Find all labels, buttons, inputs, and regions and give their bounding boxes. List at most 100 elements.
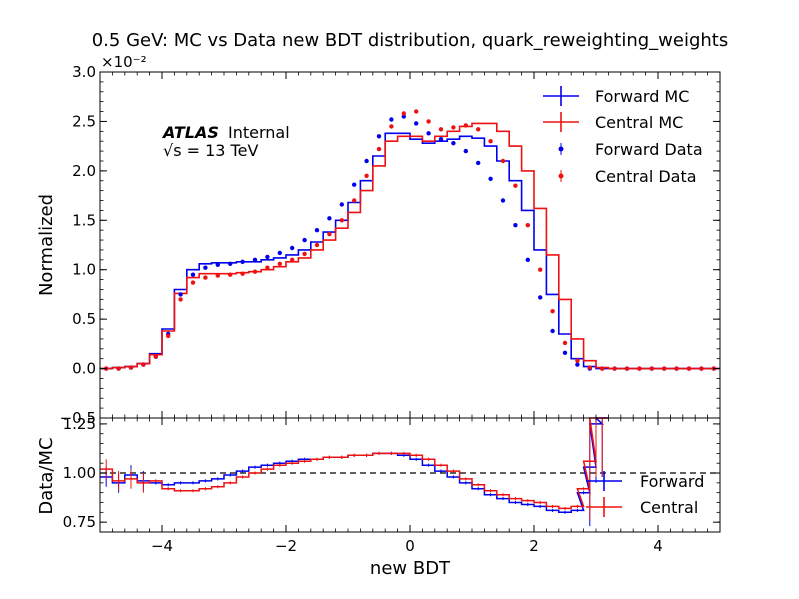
forward-data-point: [451, 141, 456, 146]
central-data-point: [116, 366, 121, 371]
ratio-y-tick-label: 0.75: [63, 513, 96, 531]
top-y-tick-label: 3.0: [72, 63, 96, 81]
central-data-point: [562, 340, 568, 346]
central-data-point: [376, 146, 382, 152]
central-data-point: [575, 358, 580, 363]
central-data-point: [401, 111, 406, 116]
top-y-tick-label: 1.0: [72, 261, 96, 279]
central-data-point: [314, 242, 320, 248]
x-axis-label: new BDT: [370, 558, 451, 579]
forward-data-point: [513, 223, 518, 228]
central-data-point: [637, 366, 642, 371]
top-y-tick-label: 0.0: [72, 360, 96, 378]
central-data-point: [215, 273, 220, 278]
forward-data-point: [265, 254, 270, 260]
central-data-point: [252, 269, 258, 274]
atlas-label: ATLAS: [161, 123, 219, 142]
legend-forward-mc: Forward MC: [595, 87, 689, 106]
forward-data-point: [376, 134, 382, 139]
central-data-point: [624, 366, 630, 371]
top-y-tick-label: −0.5: [60, 409, 96, 427]
forward-data-point: [488, 176, 493, 181]
top-y-tick-label: 2.5: [72, 112, 96, 130]
central-data-point: [228, 272, 233, 277]
central-data-point: [686, 366, 692, 371]
forward-data-point: [339, 202, 344, 207]
forward-data-point: [364, 158, 369, 164]
top-y-axis-label: Normalized: [36, 194, 57, 296]
central-data-point: [178, 297, 183, 302]
central-data-point: [550, 309, 555, 314]
bottom-panel: 0.75 1.00 1.25 −4 −2 0 2 4 Data/MC new BDT For…: [36, 72, 721, 579]
central-data-point: [364, 173, 369, 178]
central-data-point: [265, 265, 270, 270]
ratio-axes-frame: [99, 417, 721, 533]
central-data-point: [587, 365, 592, 370]
top-plot-marks: [100, 109, 720, 371]
forward-data-point: [190, 272, 196, 277]
x-tick-label: 0: [405, 537, 415, 555]
top-y-tick-label: 1.5: [72, 211, 96, 229]
forward-data-point: [327, 216, 332, 221]
energy-label: √s = 13 TeV: [163, 141, 258, 160]
x-tick-label: 2: [529, 537, 539, 555]
central-data-point: [488, 139, 493, 144]
top-panel: −0.5 0.0 0.5 1.0 1.5 2.0 2.5 3.0 ×10⁻² Normaliz…: [36, 53, 721, 427]
forward-data-point: [178, 292, 183, 297]
forward-ratio-line: [100, 417, 609, 514]
central-data-point: [414, 109, 419, 114]
forward-data-point: [215, 262, 220, 267]
central-data-point: [166, 333, 171, 339]
central-data-point: [649, 366, 654, 371]
legend-central-data: Central Data: [595, 167, 697, 186]
forward-data-point: [500, 198, 506, 203]
central-data-point: [674, 366, 679, 371]
top-legend: Forward MC Central MC Forward Data Centr…: [543, 86, 703, 186]
chart-title: 0.5 GeV: MC vs Data new BDT distribution…: [92, 30, 729, 51]
forward-data-point: [290, 245, 295, 251]
atlas-internal-label: Internal: [228, 123, 290, 142]
central-data-point: [476, 127, 481, 132]
forward-data-point: [252, 257, 258, 262]
central-data-point: [352, 198, 357, 203]
top-y-ticks: −0.5 0.0 0.5 1.0 1.5 2.0 2.5 3.0: [60, 63, 720, 427]
forward-data-point: [240, 259, 245, 264]
forward-data-point: [463, 148, 468, 154]
central-data-point: [500, 158, 506, 164]
forward-data-point: [438, 137, 444, 142]
forward-data-point: [277, 250, 282, 256]
forward-data-point: [203, 265, 208, 270]
central-data-point: [277, 261, 282, 266]
legend-forward: Forward: [640, 472, 704, 491]
top-y-tick-label: 0.5: [72, 310, 96, 328]
central-data-point: [190, 280, 196, 285]
x-tick-label: −2: [275, 537, 297, 555]
central-data-point: [612, 366, 617, 371]
central-mc-histogram: [100, 122, 720, 370]
ratio-y-axis-label: Data/MC: [36, 437, 57, 514]
central-data-point: [128, 365, 134, 370]
ratio-y-tick-label: 1.25: [63, 415, 96, 433]
forward-data-point: [352, 182, 357, 187]
forward-data-point: [426, 131, 431, 136]
forward-data-point: [314, 228, 320, 233]
central-data-point: [451, 125, 456, 130]
central-data-point: [203, 275, 208, 280]
forward-data-point: [476, 160, 481, 166]
ratio-legend: Forward Central: [586, 471, 704, 517]
x-ticks: −4 −2 0 2 4: [99, 72, 721, 555]
legend-central: Central: [640, 498, 698, 517]
ratio-y-ticks: 0.75 1.00 1.25: [63, 415, 720, 531]
ratio-y-tick-label: 1.00: [63, 464, 96, 482]
central-data-point: [153, 354, 158, 359]
central-data-point: [699, 366, 704, 371]
central-data-point: [290, 257, 295, 262]
forward-data-point: [538, 295, 543, 300]
ratio-plot-marks: [100, 417, 720, 527]
central-data-point: [240, 271, 245, 276]
central-data-point: [339, 218, 344, 223]
forward-data-point: [525, 257, 530, 262]
central-data-point: [525, 223, 530, 228]
central-data-point: [426, 119, 431, 124]
forward-data-point: [414, 121, 419, 126]
